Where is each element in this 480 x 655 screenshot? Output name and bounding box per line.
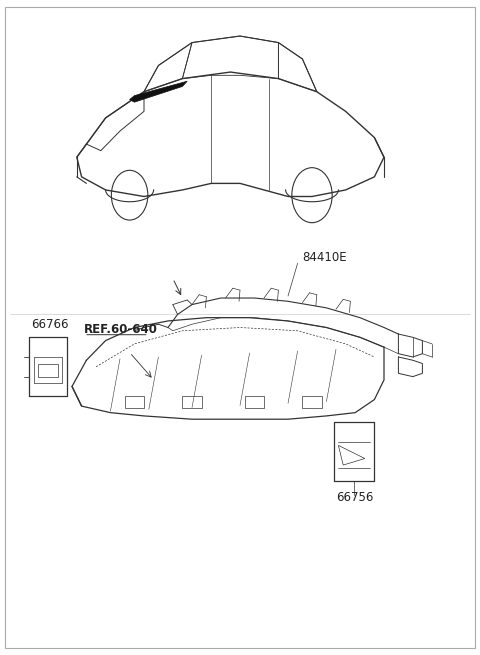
Text: 84410E: 84410E: [302, 251, 347, 264]
Text: 66766: 66766: [31, 318, 69, 331]
Text: 66756: 66756: [336, 491, 373, 504]
Text: REF.60-640: REF.60-640: [84, 323, 158, 336]
Polygon shape: [130, 81, 187, 102]
